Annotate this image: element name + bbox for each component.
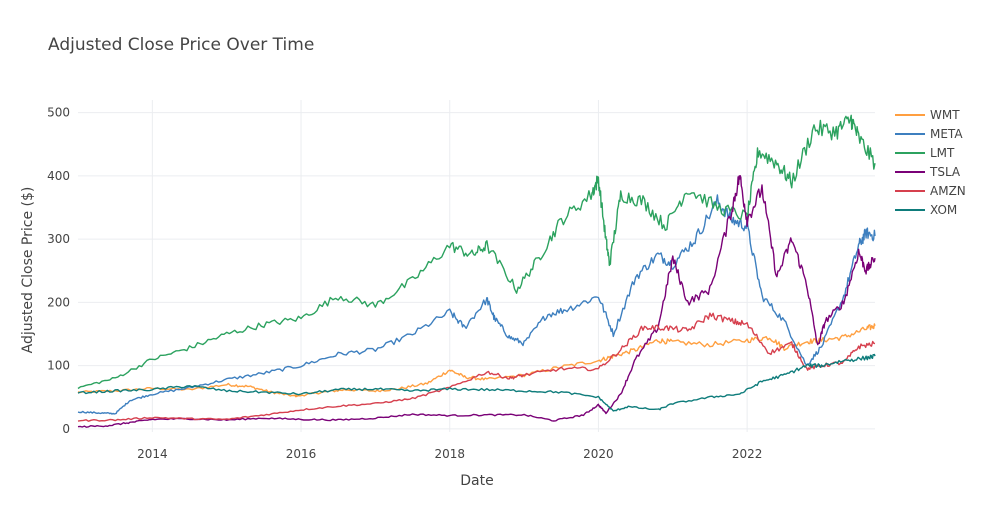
legend: WMT META LMT TSLA AMZN XOM [895,108,966,217]
series-line-tsla [77,175,876,428]
legend-label: TSLA [929,165,961,179]
legend-item-tsla[interactable]: TSLA [895,165,961,179]
series-line-amzn [77,312,876,422]
y-tick-label: 400 [47,169,70,183]
legend-label: AMZN [930,184,966,198]
legend-item-xom[interactable]: XOM [895,203,957,217]
x-tick-label: 2018 [434,447,465,461]
legend-label: LMT [930,146,955,160]
legend-label: WMT [930,108,960,122]
series-line-meta [77,194,876,415]
y-tick-label: 0 [62,422,70,436]
chart-title: Adjusted Close Price Over Time [48,35,314,55]
legend-item-lmt[interactable]: LMT [895,146,955,160]
x-axis-label: Date [460,473,493,489]
y-tick-label: 200 [47,295,70,309]
axes: 0 100 200 300 400 500 2014 2016 2018 2020 2022 [47,106,762,461]
series-line-lmt [77,114,876,390]
legend-item-amzn[interactable]: AMZN [895,184,966,198]
legend-item-meta[interactable]: META [895,127,963,141]
x-tick-label: 2014 [137,447,168,461]
legend-label: XOM [930,203,957,217]
series-line-wmt [77,323,876,398]
y-tick-label: 100 [47,359,70,373]
y-tick-label: 500 [47,106,70,120]
series-line-xom [77,353,876,412]
y-tick-label: 300 [47,232,70,246]
x-tick-label: 2022 [732,447,763,461]
legend-label: META [930,127,963,141]
grid [78,100,875,432]
y-axis-label: Adjusted Close Price ($) [20,187,36,354]
x-tick-label: 2016 [286,447,317,461]
series-layer [77,114,876,428]
x-tick-label: 2020 [583,447,614,461]
legend-item-wmt[interactable]: WMT [895,108,960,122]
